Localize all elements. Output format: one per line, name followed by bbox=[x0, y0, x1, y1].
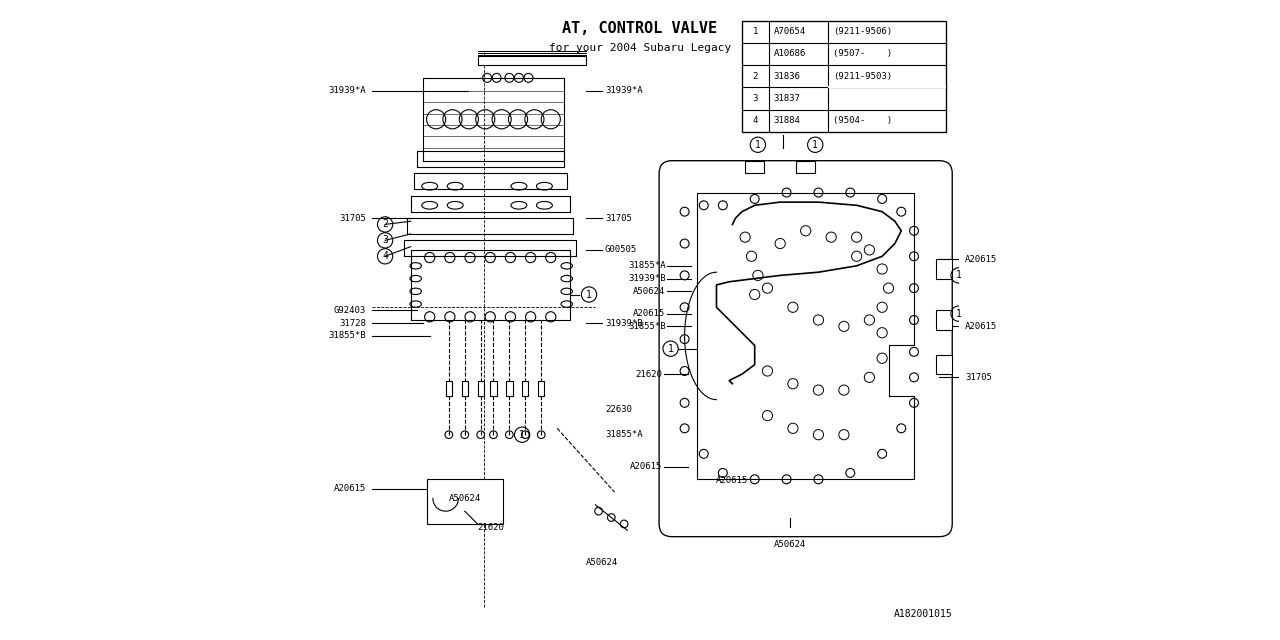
Text: 31939*B: 31939*B bbox=[605, 319, 643, 328]
Text: 31705: 31705 bbox=[605, 214, 632, 223]
Text: 31855*B: 31855*B bbox=[329, 332, 366, 340]
Text: 31855*A: 31855*A bbox=[628, 261, 666, 270]
Text: A20615: A20615 bbox=[717, 476, 749, 485]
Text: 31705: 31705 bbox=[965, 373, 992, 382]
Text: 1: 1 bbox=[813, 140, 818, 150]
Bar bbox=[538, 381, 544, 396]
Text: A20615: A20615 bbox=[767, 126, 800, 135]
Text: (9504-    ): (9504- ) bbox=[833, 116, 892, 125]
Text: 4: 4 bbox=[383, 252, 388, 261]
Text: 1: 1 bbox=[520, 429, 525, 440]
Bar bbox=[936, 355, 952, 374]
Text: A10686: A10686 bbox=[774, 49, 806, 58]
Bar bbox=[745, 161, 764, 173]
Text: A50624: A50624 bbox=[586, 557, 618, 566]
Bar bbox=[796, 161, 815, 173]
Text: 2: 2 bbox=[753, 72, 758, 81]
Text: A182001015: A182001015 bbox=[893, 609, 952, 620]
Text: 31855*A: 31855*A bbox=[605, 430, 643, 439]
Text: A50624: A50624 bbox=[634, 287, 666, 296]
Text: A20615: A20615 bbox=[634, 309, 666, 318]
Text: 21620: 21620 bbox=[477, 523, 504, 532]
Text: 31939*A: 31939*A bbox=[605, 86, 643, 95]
Text: 2: 2 bbox=[383, 220, 388, 229]
Text: A20615: A20615 bbox=[965, 255, 997, 264]
Text: (9507-    ): (9507- ) bbox=[833, 49, 892, 58]
Bar bbox=[477, 381, 484, 396]
Text: A70654: A70654 bbox=[774, 27, 806, 36]
Text: A50624: A50624 bbox=[449, 494, 481, 503]
Text: 31855*B: 31855*B bbox=[628, 322, 666, 331]
Text: 22630: 22630 bbox=[605, 404, 632, 413]
Text: G00505: G00505 bbox=[605, 245, 637, 255]
Bar bbox=[522, 381, 529, 396]
Text: 31939*A: 31939*A bbox=[329, 86, 366, 95]
Bar bbox=[445, 381, 452, 396]
Text: 31705: 31705 bbox=[339, 214, 366, 223]
Bar bbox=[490, 381, 497, 396]
Text: A50624: A50624 bbox=[773, 540, 806, 549]
Text: (9211-9506): (9211-9506) bbox=[833, 27, 892, 36]
Text: 4: 4 bbox=[753, 116, 758, 125]
Bar bbox=[506, 381, 512, 396]
FancyBboxPatch shape bbox=[659, 161, 952, 537]
Text: 31837: 31837 bbox=[774, 94, 801, 103]
Text: 3: 3 bbox=[753, 94, 758, 103]
Bar bbox=[462, 381, 468, 396]
Text: AT, CONTROL VALVE: AT, CONTROL VALVE bbox=[562, 20, 718, 35]
Text: 31939*B: 31939*B bbox=[628, 274, 666, 283]
Text: 1: 1 bbox=[753, 27, 758, 36]
Text: 31728: 31728 bbox=[339, 319, 366, 328]
Text: for your 2004 Subaru Legacy: for your 2004 Subaru Legacy bbox=[549, 43, 731, 53]
Text: 1: 1 bbox=[586, 289, 591, 300]
Text: 1: 1 bbox=[956, 270, 961, 280]
Bar bbox=[936, 259, 952, 278]
FancyBboxPatch shape bbox=[477, 56, 586, 65]
Text: (9211-9503): (9211-9503) bbox=[833, 72, 892, 81]
Bar bbox=[426, 479, 503, 524]
Bar bbox=[742, 20, 946, 132]
Text: A20615: A20615 bbox=[334, 484, 366, 493]
Text: 3: 3 bbox=[383, 236, 388, 245]
Text: G92403: G92403 bbox=[334, 306, 366, 315]
Text: A20615: A20615 bbox=[965, 322, 997, 331]
Text: A20615: A20615 bbox=[630, 462, 662, 471]
Bar bbox=[936, 310, 952, 330]
Text: 1: 1 bbox=[956, 308, 961, 319]
Text: 31884: 31884 bbox=[774, 116, 801, 125]
Text: 1: 1 bbox=[755, 140, 760, 150]
Text: 31836: 31836 bbox=[774, 72, 801, 81]
Text: 21620: 21620 bbox=[635, 370, 662, 379]
Text: 1: 1 bbox=[668, 344, 673, 354]
